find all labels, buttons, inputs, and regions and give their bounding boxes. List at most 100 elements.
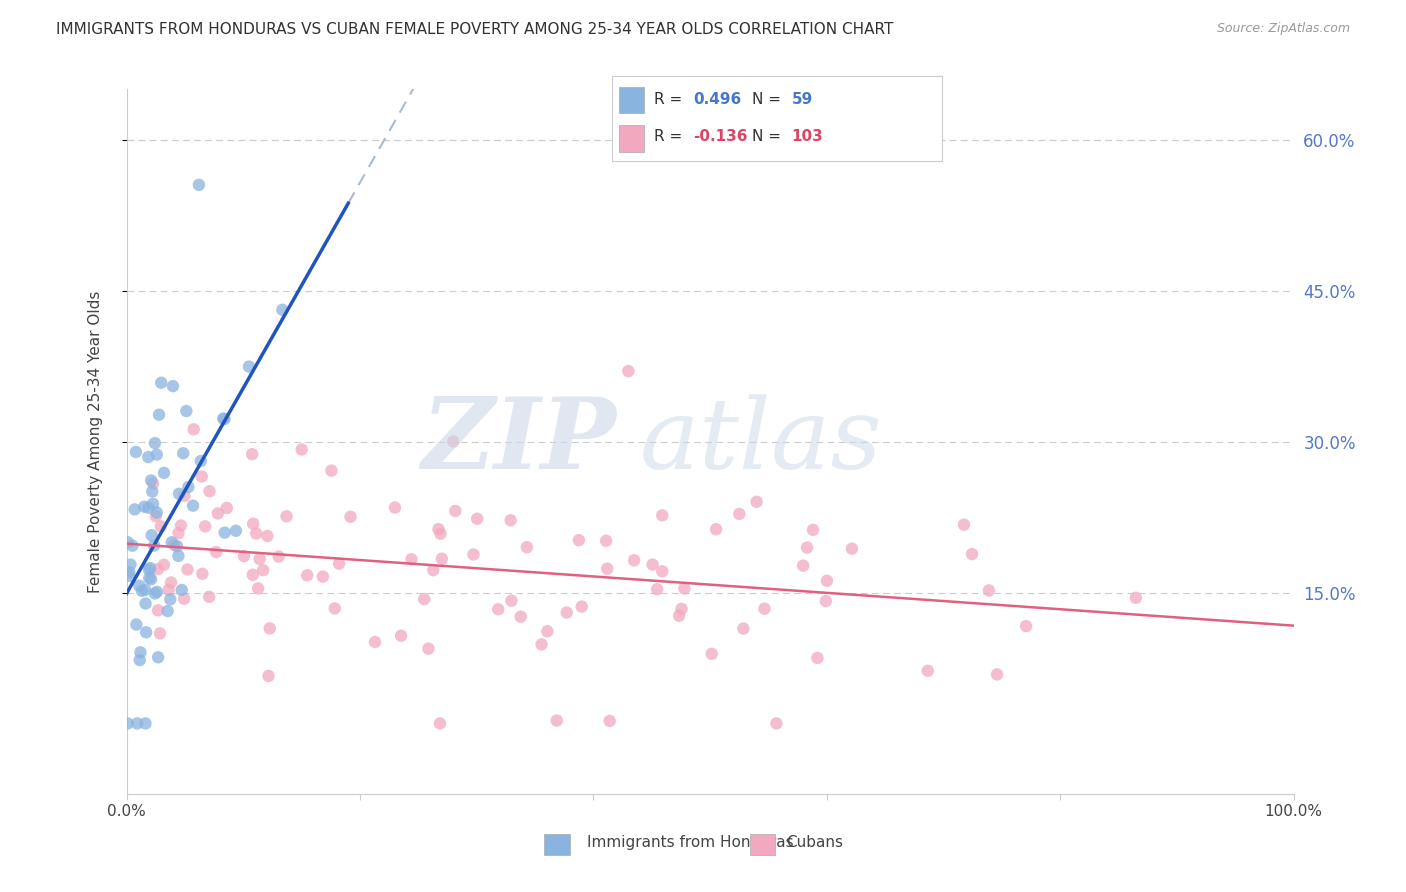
Point [571, 599, 593, 614]
Text: 59: 59 [792, 92, 813, 107]
Point [117, 716, 139, 731]
Point [297, 568, 319, 582]
Point [671, 602, 693, 616]
Point [242, 567, 264, 582]
Point [149, 626, 172, 640]
Point [249, 552, 271, 566]
Point [138, 500, 160, 515]
Point [312, 569, 335, 583]
Text: Cubans: Cubans [786, 835, 842, 850]
Point [364, 635, 387, 649]
Point [187, 178, 209, 192]
Point [953, 517, 976, 532]
Text: 0.496: 0.496 [693, 92, 741, 107]
Point [728, 507, 751, 521]
Point [146, 448, 169, 462]
Point [815, 574, 838, 588]
Point [150, 376, 173, 390]
Point [198, 590, 221, 604]
Point [427, 522, 450, 536]
Text: R =: R = [654, 129, 688, 145]
Point [141, 528, 163, 542]
Point [148, 408, 170, 422]
Text: Source: ZipAtlas.com: Source: ZipAtlas.com [1216, 22, 1350, 36]
Point [177, 480, 200, 494]
Point [796, 541, 818, 555]
Point [163, 538, 186, 552]
Point [128, 579, 150, 593]
Point [146, 603, 169, 617]
Point [136, 450, 159, 464]
Point [138, 571, 160, 585]
Point [247, 582, 270, 596]
Point [792, 558, 814, 573]
Point [142, 497, 165, 511]
Point [645, 582, 668, 597]
Point [499, 513, 522, 527]
Point [814, 594, 837, 608]
Point [429, 716, 451, 731]
Point [149, 519, 172, 533]
Point [146, 585, 169, 599]
Point [160, 535, 183, 549]
Point [143, 436, 166, 450]
Point [173, 489, 195, 503]
Point [207, 507, 229, 521]
Point [238, 359, 260, 374]
Point [157, 582, 180, 597]
Point [259, 621, 281, 635]
Y-axis label: Female Poverty Among 25-34 Year Olds: Female Poverty Among 25-34 Year Olds [89, 291, 103, 592]
Point [413, 592, 436, 607]
Point [530, 637, 553, 651]
Point [617, 364, 640, 378]
Point [444, 504, 467, 518]
Point [321, 464, 343, 478]
Point [162, 379, 184, 393]
Point [257, 669, 280, 683]
Point [135, 597, 157, 611]
Point [486, 602, 509, 616]
Point [765, 716, 787, 731]
Point [117, 535, 139, 549]
Point [841, 541, 863, 556]
Point [623, 553, 645, 567]
Point [245, 526, 267, 541]
Point [181, 499, 204, 513]
Point [134, 716, 156, 731]
Point [125, 445, 148, 459]
Point [134, 500, 156, 514]
Point [252, 563, 274, 577]
Point [328, 557, 350, 571]
Point [555, 606, 578, 620]
Text: -0.136: -0.136 [693, 129, 748, 145]
Point [125, 617, 148, 632]
Point [977, 583, 1000, 598]
Point [806, 651, 828, 665]
Point [190, 454, 212, 468]
Text: atlas: atlas [640, 394, 883, 489]
Point [143, 539, 166, 553]
Point [145, 506, 167, 520]
Point [170, 582, 193, 597]
Point [146, 650, 169, 665]
Text: R =: R = [654, 92, 688, 107]
Point [568, 533, 591, 548]
Point [240, 447, 263, 461]
Point [127, 716, 149, 731]
Point [267, 549, 290, 564]
Point [536, 624, 558, 639]
Point [167, 487, 190, 501]
Point [120, 558, 142, 572]
Point [651, 564, 673, 578]
Point [641, 558, 664, 572]
Point [143, 586, 166, 600]
Point [668, 608, 690, 623]
Point [463, 548, 485, 562]
Point [256, 529, 278, 543]
Point [191, 566, 214, 581]
Point [214, 412, 236, 426]
Point [212, 411, 235, 425]
Point [546, 714, 568, 728]
Point [418, 641, 440, 656]
Point [225, 524, 247, 538]
